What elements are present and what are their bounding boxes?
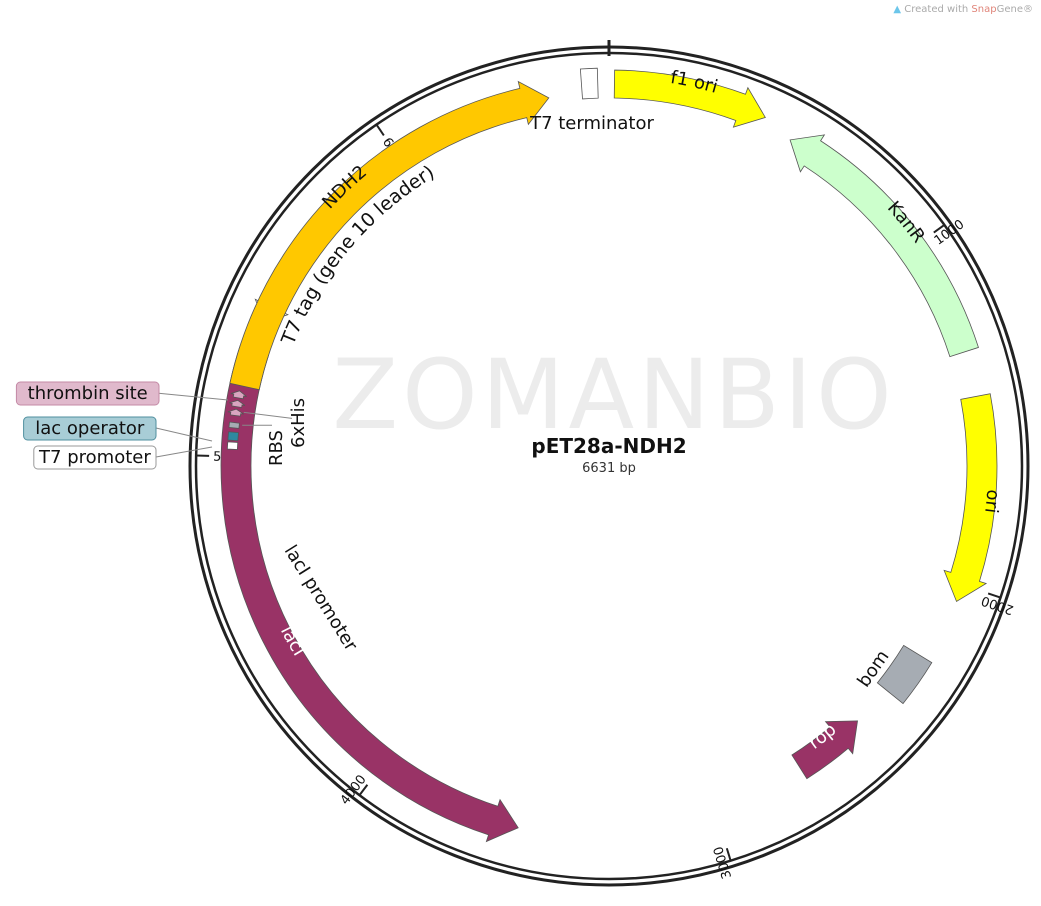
snapgene-logo-icon: ▲ xyxy=(893,4,901,15)
tick-label: 3000 xyxy=(711,844,735,880)
feature-t7-terminator xyxy=(580,68,598,99)
feature-kanr xyxy=(790,135,978,357)
legend-leader xyxy=(156,393,228,400)
feature-lac-operator xyxy=(228,432,239,441)
feature-label: ori xyxy=(980,489,1003,515)
plasmid-length: 6631 bp xyxy=(582,461,636,476)
feature-label: 6xHis xyxy=(288,398,309,448)
legend-T7-promoter[interactable]: T7 promoter xyxy=(34,446,212,469)
feature-t7-promoter xyxy=(227,442,237,450)
snapgene-credit: ▲ Created with SnapGene® xyxy=(893,4,1033,15)
feature-rbs xyxy=(229,422,240,428)
legend-label: thrombin site xyxy=(28,383,148,404)
feature-label: T7 terminator xyxy=(529,113,654,134)
legend-label: lac operator xyxy=(35,418,145,439)
tick-mark xyxy=(377,125,384,136)
plasmid-name: pET28a-NDH2 xyxy=(531,434,686,458)
feature-label: RBS xyxy=(266,430,287,466)
legend-lac-operator[interactable]: lac operator xyxy=(24,417,212,441)
legend-label: T7 promoter xyxy=(38,447,151,468)
feature-label-path: ori xyxy=(980,489,1003,515)
legend-leader xyxy=(156,428,212,441)
